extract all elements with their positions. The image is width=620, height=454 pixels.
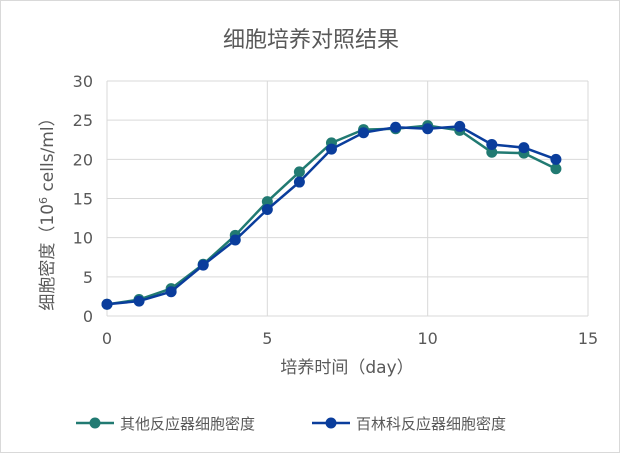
legend-marker-series-2 <box>325 417 337 429</box>
series-2 <box>101 120 562 310</box>
legend: 其他反应器细胞密度 百林科反应器细胞密度 <box>76 415 506 433</box>
data-point <box>518 142 530 154</box>
data-point <box>422 123 434 135</box>
y-axis-title-superscript: 6 <box>37 197 50 204</box>
data-point <box>486 138 498 150</box>
data-point <box>486 146 498 158</box>
legend-label-series-1: 其他反应器细胞密度 <box>120 415 255 433</box>
y-tick-label: 30 <box>73 72 93 91</box>
y-axis-title-suffix: cells/ml） <box>38 109 58 197</box>
data-point <box>229 234 241 246</box>
chart-title: 细胞培养对照结果 <box>223 28 399 53</box>
data-point <box>133 295 145 307</box>
data-point <box>550 163 562 175</box>
legend-label-series-2: 百林科反应器细胞密度 <box>356 415 506 433</box>
legend-marker-series-1 <box>89 417 101 429</box>
y-tick-label: 5 <box>83 268 93 287</box>
data-point <box>293 166 305 178</box>
data-point <box>261 196 273 208</box>
y-axis-title-prefix: 细胞密度（10 <box>38 204 58 311</box>
x-tick-label: 5 <box>262 329 272 348</box>
gridlines <box>106 80 589 317</box>
legend-item-series-2: 百林科反应器细胞密度 <box>312 415 506 433</box>
data-point <box>261 203 273 215</box>
y-tick-label: 20 <box>73 150 93 169</box>
y-tick-label: 15 <box>73 190 93 209</box>
series-group <box>101 120 562 310</box>
x-tick-labels: 0 5 10 15 <box>102 329 598 348</box>
y-tick-label: 10 <box>73 229 93 248</box>
x-tick-label: 0 <box>102 329 112 348</box>
data-point <box>550 153 562 165</box>
y-tick-label: 0 <box>83 307 93 326</box>
data-point <box>101 298 113 310</box>
data-point <box>165 286 177 298</box>
data-point <box>358 127 370 139</box>
x-tick-label: 10 <box>417 329 437 348</box>
data-point <box>325 143 337 155</box>
y-axis-title: 细胞密度（106 cells/ml） <box>37 109 58 310</box>
data-point <box>293 176 305 188</box>
y-tick-label: 25 <box>73 111 93 130</box>
legend-item-series-1: 其他反应器细胞密度 <box>76 415 255 433</box>
y-tick-labels: 0 5 10 15 20 25 30 <box>73 72 93 326</box>
x-axis-title: 培养时间（day） <box>280 358 413 378</box>
data-point <box>454 120 466 132</box>
x-tick-label: 15 <box>578 329 598 348</box>
data-point <box>390 121 402 133</box>
data-point <box>197 259 209 271</box>
